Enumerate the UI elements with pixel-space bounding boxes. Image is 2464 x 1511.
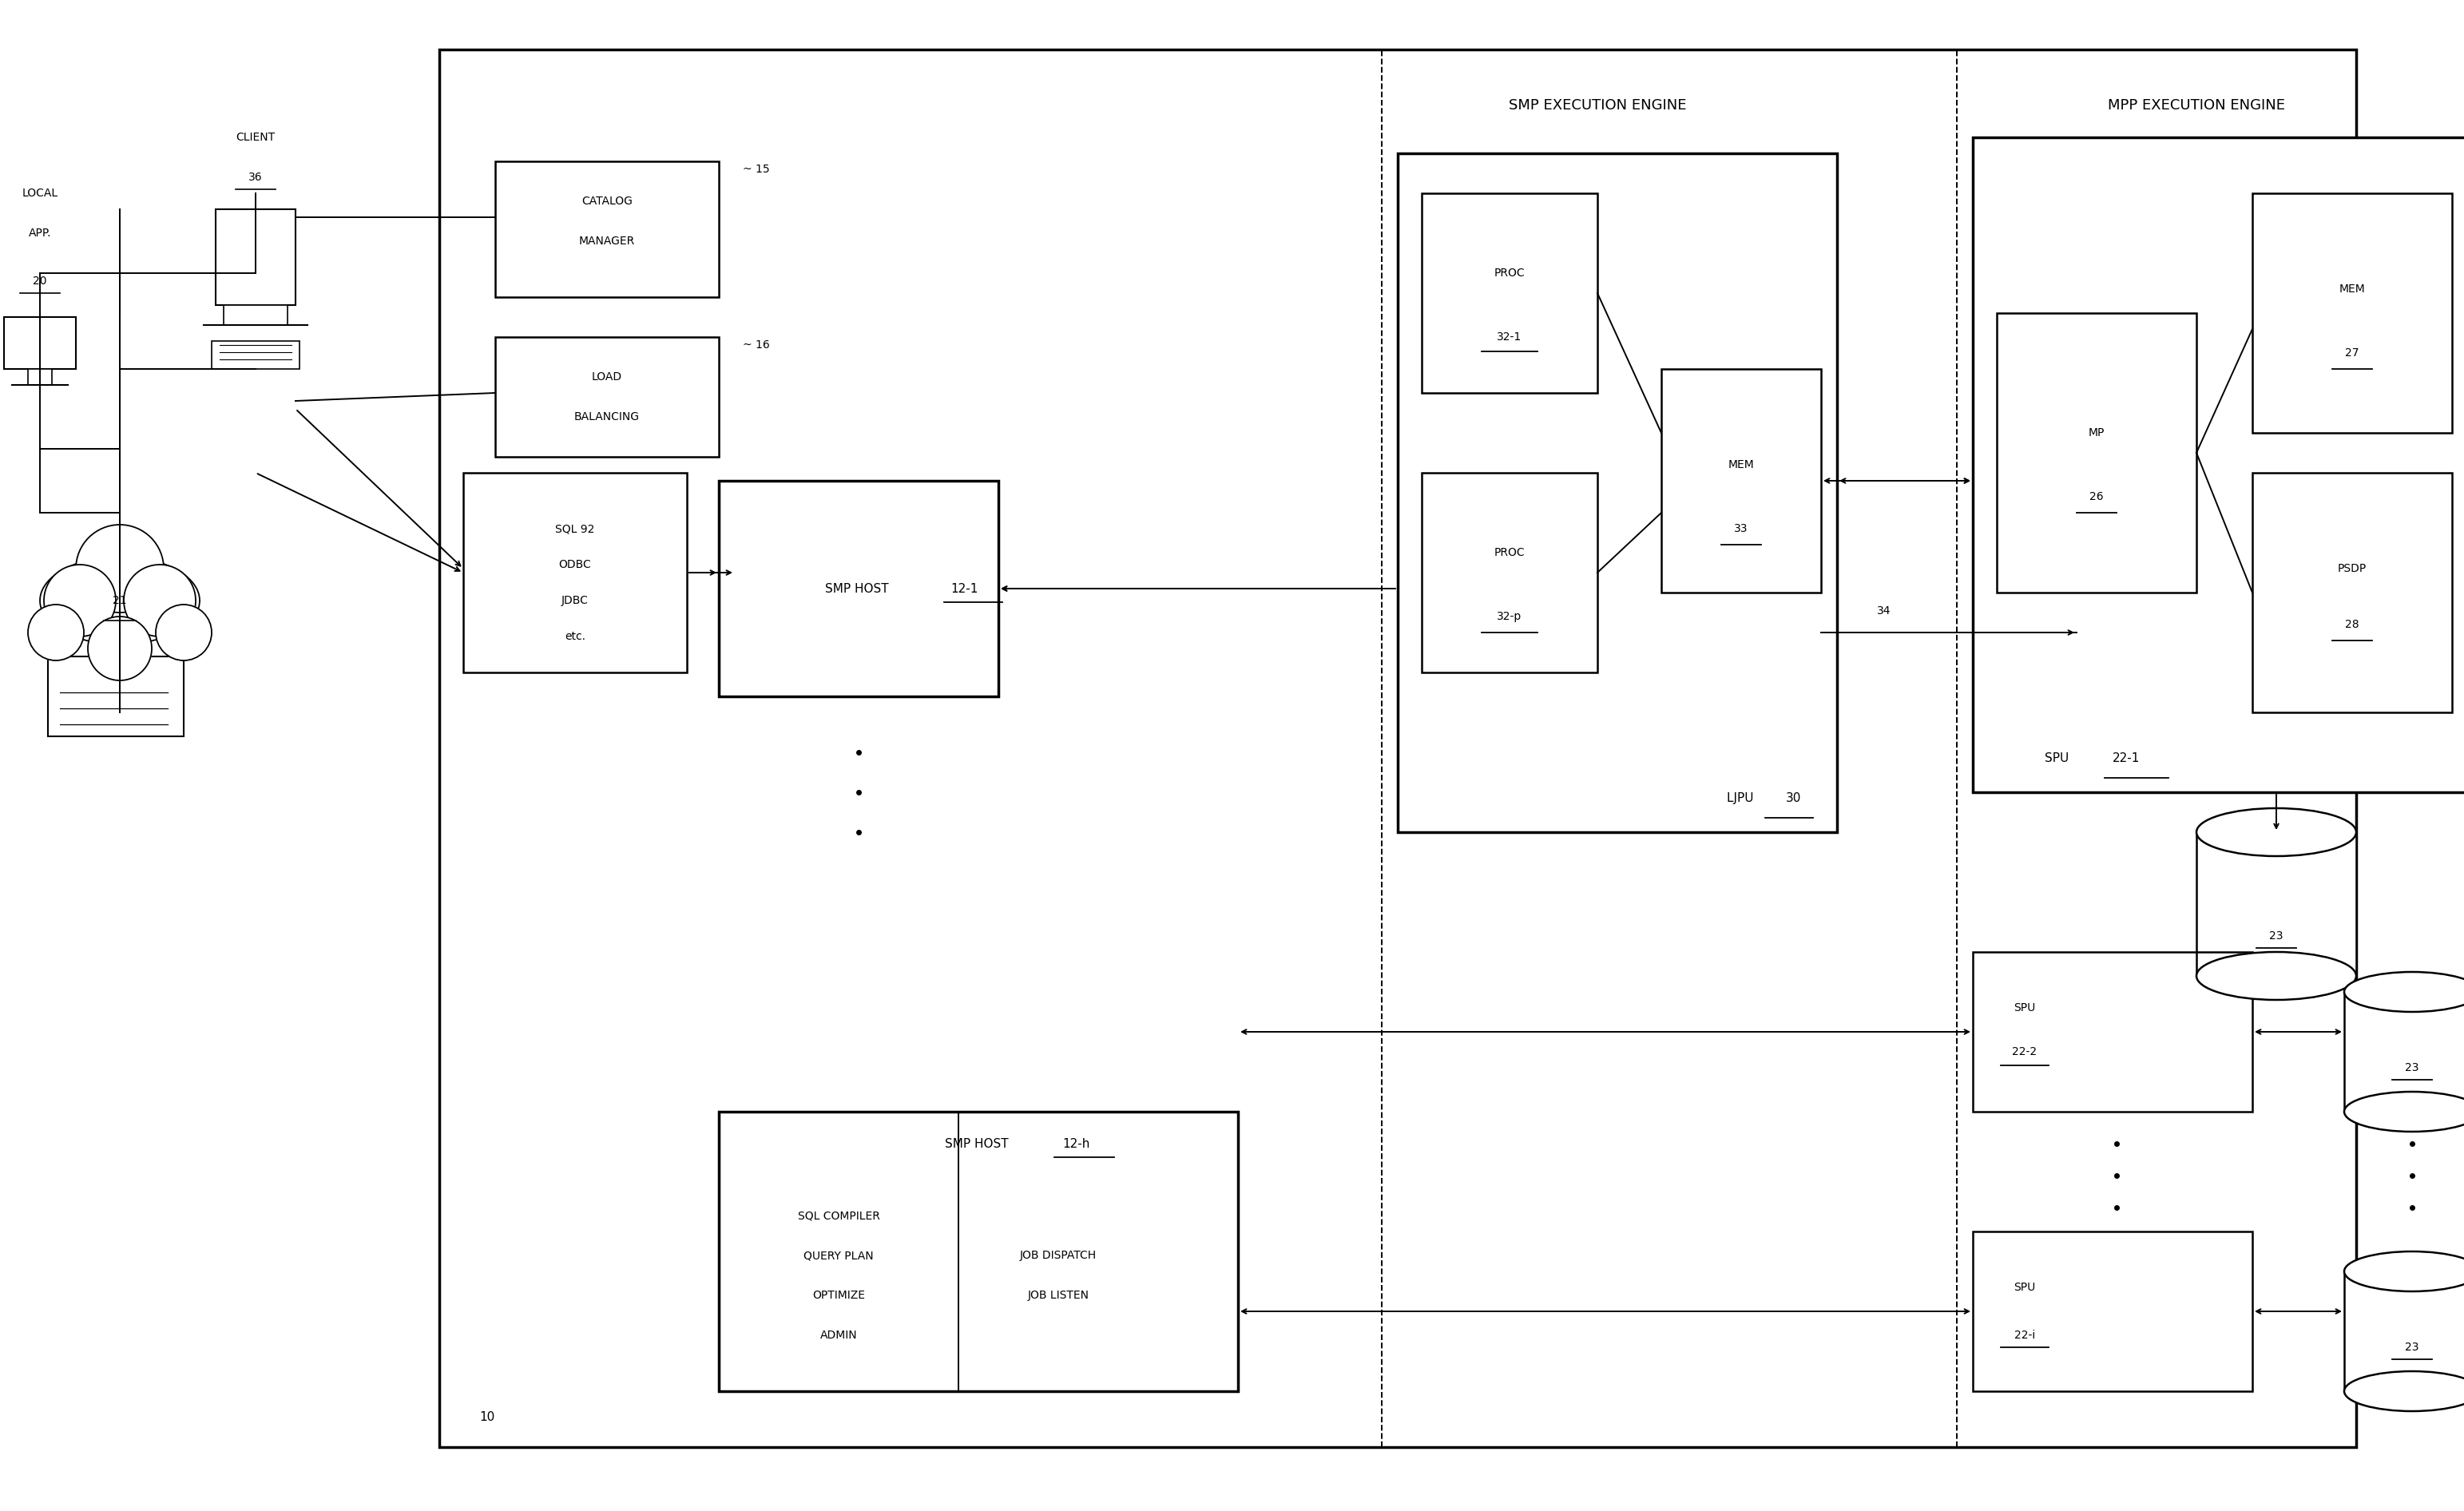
FancyBboxPatch shape [1996, 313, 2195, 592]
Text: 12-1: 12-1 [951, 583, 978, 594]
Text: MANAGER: MANAGER [579, 236, 636, 246]
FancyBboxPatch shape [719, 1112, 1237, 1392]
Text: 22-2: 22-2 [2013, 1046, 2038, 1058]
Ellipse shape [2343, 1092, 2464, 1132]
Text: SMP EXECUTION ENGINE: SMP EXECUTION ENGINE [1508, 98, 1685, 113]
FancyBboxPatch shape [495, 162, 719, 298]
Text: 27: 27 [2346, 348, 2358, 358]
Text: MEM: MEM [2338, 284, 2365, 295]
Text: CLIENT: CLIENT [237, 131, 276, 144]
Text: PSDP: PSDP [2338, 564, 2365, 574]
FancyBboxPatch shape [495, 337, 719, 456]
Circle shape [155, 604, 212, 660]
Text: 26: 26 [2089, 491, 2104, 502]
Text: 28: 28 [2346, 620, 2358, 630]
Text: 23: 23 [2405, 1062, 2420, 1073]
Ellipse shape [2343, 1372, 2464, 1411]
Text: JDBC: JDBC [562, 595, 589, 606]
Text: 23: 23 [2269, 931, 2284, 941]
Circle shape [89, 616, 153, 680]
Bar [2195, 833, 2356, 976]
FancyBboxPatch shape [2252, 193, 2452, 432]
Text: JOB LISTEN: JOB LISTEN [1027, 1290, 1089, 1301]
Text: 10: 10 [478, 1411, 495, 1423]
FancyBboxPatch shape [5, 317, 76, 369]
Text: 33: 33 [1735, 523, 1747, 535]
Text: SMP HOST: SMP HOST [944, 1138, 1013, 1150]
Text: 23: 23 [2405, 1342, 2420, 1352]
Circle shape [76, 524, 163, 612]
FancyBboxPatch shape [1974, 138, 2464, 792]
Ellipse shape [2343, 1251, 2464, 1292]
Text: BALANCING: BALANCING [574, 411, 641, 423]
Text: 21: 21 [113, 595, 126, 606]
Text: 22-1: 22-1 [2112, 752, 2141, 765]
Text: 30: 30 [1786, 792, 1801, 804]
Text: 36: 36 [249, 172, 264, 183]
Text: APP.: APP. [30, 228, 52, 239]
Text: LOCAL: LOCAL [22, 187, 59, 199]
Text: ODBC: ODBC [559, 559, 591, 570]
Text: 20: 20 [32, 275, 47, 287]
FancyBboxPatch shape [719, 480, 998, 697]
Bar [27, 369, 52, 385]
Text: ~ 16: ~ 16 [742, 340, 769, 351]
Text: SPU: SPU [2013, 1281, 2035, 1293]
Text: MP: MP [2089, 428, 2104, 438]
Bar [2343, 991, 2464, 1112]
Text: etc.: etc. [564, 632, 586, 642]
Circle shape [27, 604, 84, 660]
Ellipse shape [2343, 972, 2464, 1012]
Text: MPP EXECUTION ENGINE: MPP EXECUTION ENGINE [2107, 98, 2284, 113]
Text: PROC: PROC [1493, 547, 1525, 558]
Text: PROC: PROC [1493, 267, 1525, 278]
FancyBboxPatch shape [1422, 193, 1597, 393]
Bar [2343, 1271, 2464, 1392]
Bar [212, 341, 301, 369]
Text: 34: 34 [1878, 606, 1890, 616]
Text: SQL 92: SQL 92 [554, 523, 594, 535]
Text: SPU: SPU [2013, 1002, 2035, 1014]
Text: 32-1: 32-1 [1498, 331, 1523, 343]
FancyBboxPatch shape [47, 656, 185, 736]
Ellipse shape [2195, 952, 2356, 1000]
Circle shape [123, 565, 195, 636]
Ellipse shape [2195, 808, 2356, 857]
FancyBboxPatch shape [2252, 473, 2452, 712]
Text: MEM: MEM [1727, 459, 1754, 470]
Circle shape [123, 565, 195, 636]
Text: OPTIMIZE: OPTIMIZE [813, 1290, 865, 1301]
Circle shape [155, 604, 212, 660]
Text: SMP HOST: SMP HOST [825, 583, 892, 594]
FancyBboxPatch shape [217, 209, 296, 305]
FancyBboxPatch shape [463, 473, 687, 672]
Text: CATALOG: CATALOG [582, 195, 633, 207]
Text: ~ 15: ~ 15 [742, 163, 769, 175]
Circle shape [44, 565, 116, 636]
Text: ADMIN: ADMIN [821, 1330, 857, 1340]
FancyBboxPatch shape [1422, 473, 1597, 672]
FancyBboxPatch shape [1974, 952, 2252, 1112]
Circle shape [89, 616, 153, 680]
Text: SPU: SPU [2045, 752, 2072, 765]
Text: SQL COMPILER: SQL COMPILER [798, 1210, 880, 1221]
Text: LJPU: LJPU [1727, 792, 1757, 804]
Text: 32-p: 32-p [1498, 610, 1523, 623]
FancyBboxPatch shape [439, 50, 2356, 1448]
Text: QUERY PLAN: QUERY PLAN [803, 1250, 875, 1262]
Text: 12-h: 12-h [1062, 1138, 1089, 1150]
FancyBboxPatch shape [1661, 369, 1821, 592]
Circle shape [27, 604, 84, 660]
FancyBboxPatch shape [1974, 1231, 2252, 1392]
Text: 22-i: 22-i [2013, 1330, 2035, 1340]
Bar [224, 305, 288, 325]
FancyBboxPatch shape [1397, 153, 1838, 833]
Text: LOAD: LOAD [591, 372, 623, 382]
Text: JOB DISPATCH: JOB DISPATCH [1020, 1250, 1096, 1262]
Circle shape [44, 565, 116, 636]
Circle shape [76, 524, 163, 612]
